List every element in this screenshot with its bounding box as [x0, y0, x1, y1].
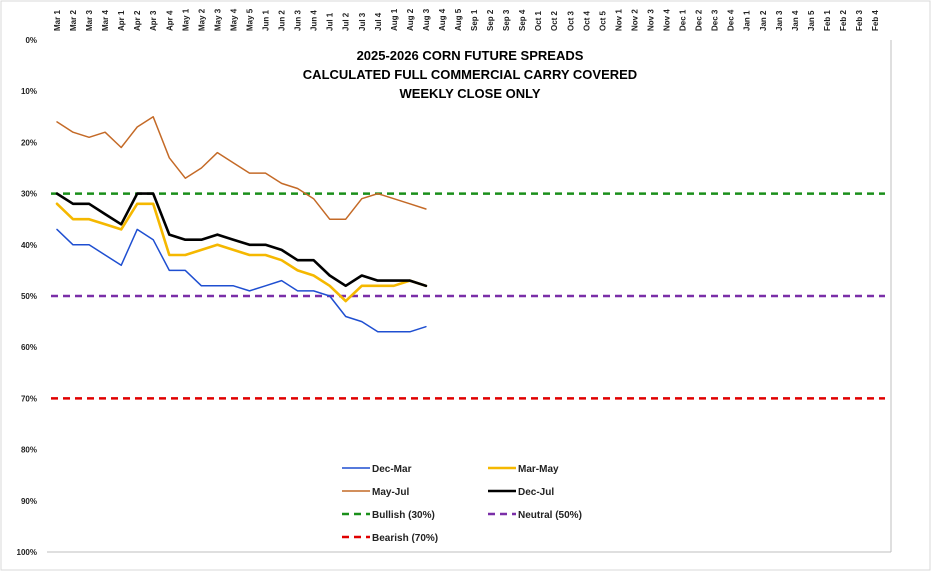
legend-label: Bullish (30%) — [372, 510, 435, 521]
legend: Dec-Mar Mar-May May-Jul Dec-Jul Bullish (30%… — [342, 464, 582, 544]
x-tick-label: Jan 4 — [791, 10, 800, 31]
y-tick-label: 0% — [25, 36, 37, 45]
x-tick-label: Jun 3 — [294, 10, 303, 31]
title-line-2: CALCULATED FULL COMMERCIAL CARRY COVERED — [303, 67, 637, 82]
x-tick-label: Feb 3 — [855, 10, 864, 31]
reference-lines — [51, 192, 885, 400]
legend-item-may-jul: May-Jul — [342, 487, 409, 498]
x-tick-label: Dec 3 — [711, 9, 720, 31]
x-tick-label: Oct 4 — [582, 10, 591, 31]
y-tick-label: 100% — [17, 548, 37, 557]
plot-area — [47, 40, 892, 553]
x-tick-label: Oct 5 — [598, 10, 607, 31]
x-tick-label: Jun 4 — [310, 10, 319, 31]
title-line-3: WEEKLY CLOSE ONLY — [399, 86, 540, 101]
legend-label: Dec-Jul — [518, 487, 554, 498]
x-tick-label: Apr 4 — [165, 10, 174, 31]
legend-label: Bearish (70%) — [372, 533, 438, 544]
series-line-dec-mar — [56, 228, 427, 333]
x-tick-label: Dec 2 — [695, 9, 704, 31]
legend-label: Mar-May — [518, 464, 559, 475]
x-tick-label: Feb 2 — [839, 10, 848, 31]
y-tick-label: 50% — [21, 292, 37, 301]
x-tick-label: Dec 1 — [679, 9, 688, 31]
legend-label: Neutral (50%) — [518, 510, 582, 521]
series-lines — [55, 116, 428, 333]
x-tick-label: Mar 4 — [101, 10, 110, 31]
x-tick-label: Jan 3 — [775, 10, 784, 31]
x-tick-label: Jun 1 — [262, 10, 271, 31]
x-tick-label: Jul 3 — [358, 12, 367, 31]
x-tick-label: Mar 1 — [53, 10, 62, 31]
y-axis: 0% 10% 20% 30% 40% 50% 60% 70% 80% 90% 100% — [17, 36, 37, 557]
x-tick-label: Jun 2 — [278, 10, 287, 31]
legend-label: Dec-Mar — [372, 464, 412, 475]
x-tick-label: Oct 3 — [566, 10, 575, 31]
x-tick-label: Jul 2 — [342, 12, 351, 31]
x-tick-label: Sep 1 — [470, 9, 479, 31]
legend-item-mar-may: Mar-May — [488, 464, 559, 475]
x-tick-label: Jan 1 — [743, 10, 752, 31]
title-line-1: 2025-2026 CORN FUTURE SPREADS — [357, 48, 584, 63]
x-axis: Mar 1 Mar 2 Mar 3 Mar 4 Apr 1 Apr 2 Apr 3 Apr 4… — [53, 8, 880, 31]
x-tick-label: Aug 3 — [422, 8, 431, 31]
x-tick-label: Sep 2 — [486, 9, 495, 31]
x-tick-label: Aug 5 — [454, 8, 463, 31]
legend-item-dec-jul: Dec-Jul — [488, 487, 554, 498]
x-tick-label: May 2 — [197, 8, 206, 31]
x-tick-label: Nov 1 — [614, 9, 623, 31]
y-tick-label: 40% — [21, 241, 37, 250]
x-tick-label: Nov 4 — [663, 9, 672, 31]
x-tick-label: Nov 2 — [630, 9, 639, 31]
x-tick-label: Jan 2 — [759, 10, 768, 31]
series-line-dec-jul — [55, 192, 428, 288]
x-tick-label: May 5 — [245, 8, 254, 31]
x-tick-label: Jul 1 — [326, 12, 335, 31]
x-tick-label: Apr 3 — [149, 10, 158, 31]
legend-item-bearish-70: Bearish (70%) — [342, 533, 438, 544]
chart-title: 2025-2026 CORN FUTURE SPREADS CALCULATED… — [303, 48, 637, 101]
x-tick-label: Jan 5 — [807, 10, 816, 31]
x-tick-label: Nov 3 — [646, 9, 655, 31]
x-tick-label: Feb 1 — [823, 10, 832, 31]
x-tick-label: May 1 — [181, 8, 190, 31]
x-tick-label: Dec 4 — [727, 9, 736, 31]
x-tick-label: Apr 1 — [117, 10, 126, 31]
x-tick-label: Sep 4 — [518, 9, 527, 31]
x-tick-label: Aug 1 — [390, 8, 399, 31]
x-tick-label: Mar 3 — [85, 10, 94, 31]
series-line-may-jul — [56, 116, 427, 220]
series-line-mar-may — [55, 202, 428, 303]
x-tick-label: Jul 4 — [374, 12, 383, 31]
x-tick-label: Apr 2 — [133, 10, 142, 31]
x-tick-label: Oct 1 — [534, 10, 543, 31]
x-tick-label: Oct 2 — [550, 10, 559, 31]
y-tick-label: 30% — [21, 190, 37, 199]
x-tick-label: Aug 4 — [438, 8, 447, 31]
y-tick-label: 90% — [21, 497, 37, 506]
x-tick-label: Feb 4 — [871, 10, 880, 31]
y-tick-label: 20% — [21, 138, 37, 147]
x-tick-label: May 4 — [229, 8, 238, 31]
x-tick-label: Mar 2 — [69, 10, 78, 31]
y-tick-label: 80% — [21, 446, 37, 455]
legend-item-neutral-50: Neutral (50%) — [488, 510, 582, 521]
legend-label: May-Jul — [372, 487, 409, 498]
x-tick-label: Aug 2 — [406, 8, 415, 31]
y-tick-label: 60% — [21, 343, 37, 352]
y-tick-label: 70% — [21, 394, 37, 403]
legend-item-bullish-30: Bullish (30%) — [342, 510, 435, 521]
x-tick-label: Sep 3 — [502, 9, 511, 31]
y-tick-label: 10% — [21, 87, 37, 96]
x-tick-label: May 3 — [213, 8, 222, 31]
legend-item-dec-mar: Dec-Mar — [342, 464, 412, 475]
